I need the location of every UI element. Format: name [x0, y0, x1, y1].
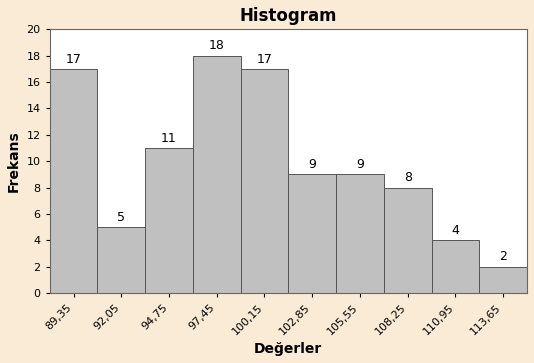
- Bar: [97, 227, 145, 293]
- Text: 18: 18: [209, 39, 225, 52]
- Text: 9: 9: [356, 158, 364, 171]
- Bar: [288, 174, 336, 293]
- Title: Histogram: Histogram: [240, 7, 337, 25]
- Text: 2: 2: [499, 250, 507, 263]
- Y-axis label: Frekans: Frekans: [7, 130, 21, 192]
- Text: 4: 4: [452, 224, 459, 237]
- Bar: [336, 174, 384, 293]
- Text: 17: 17: [66, 53, 82, 66]
- Bar: [431, 240, 480, 293]
- Text: 9: 9: [308, 158, 316, 171]
- Bar: [384, 188, 431, 293]
- Bar: [241, 69, 288, 293]
- Bar: [480, 267, 527, 293]
- Bar: [145, 148, 193, 293]
- Text: 17: 17: [256, 53, 272, 66]
- Text: 8: 8: [404, 171, 412, 184]
- X-axis label: Değerler: Değerler: [254, 342, 323, 356]
- Bar: [193, 56, 241, 293]
- Text: 5: 5: [117, 211, 125, 224]
- Text: 11: 11: [161, 132, 177, 145]
- Bar: [50, 69, 97, 293]
